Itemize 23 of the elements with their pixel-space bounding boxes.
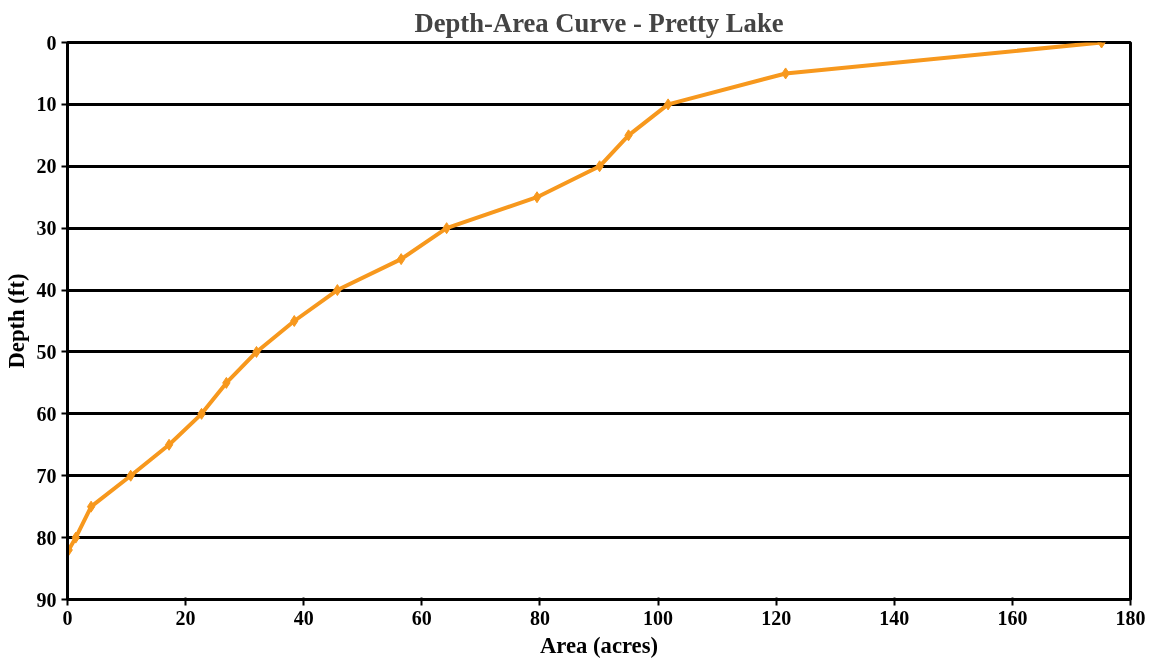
y-tick-label: 40: [36, 279, 57, 302]
y-tick-label: 70: [36, 464, 57, 487]
y-tick-label: 50: [36, 340, 57, 363]
x-tick-label: 180: [1115, 606, 1146, 629]
x-axis-title: Area (acres): [539, 632, 659, 658]
x-tick-label: 0: [62, 606, 73, 629]
x-tick-label: 60: [411, 606, 432, 629]
x-tick-label: 100: [643, 606, 674, 629]
x-tick-label: 140: [879, 606, 910, 629]
y-tick-label: 0: [46, 31, 57, 54]
y-tick-label: 60: [36, 402, 57, 425]
y-axis-title: Depth (ft): [3, 273, 29, 369]
chart-title: Depth-Area Curve - Pretty Lake: [414, 7, 784, 38]
y-tick-label: 30: [36, 217, 57, 240]
x-tick-label: 20: [175, 606, 196, 629]
x-tick-label: 120: [761, 606, 792, 629]
x-tick-label: 80: [529, 606, 550, 629]
y-tick-label: 90: [36, 588, 57, 611]
x-tick-label: 40: [293, 606, 314, 629]
y-tick-label: 10: [36, 93, 57, 116]
x-tick-label: 160: [997, 606, 1028, 629]
y-tick-label: 20: [36, 155, 57, 178]
y-tick-label: 80: [36, 526, 57, 549]
